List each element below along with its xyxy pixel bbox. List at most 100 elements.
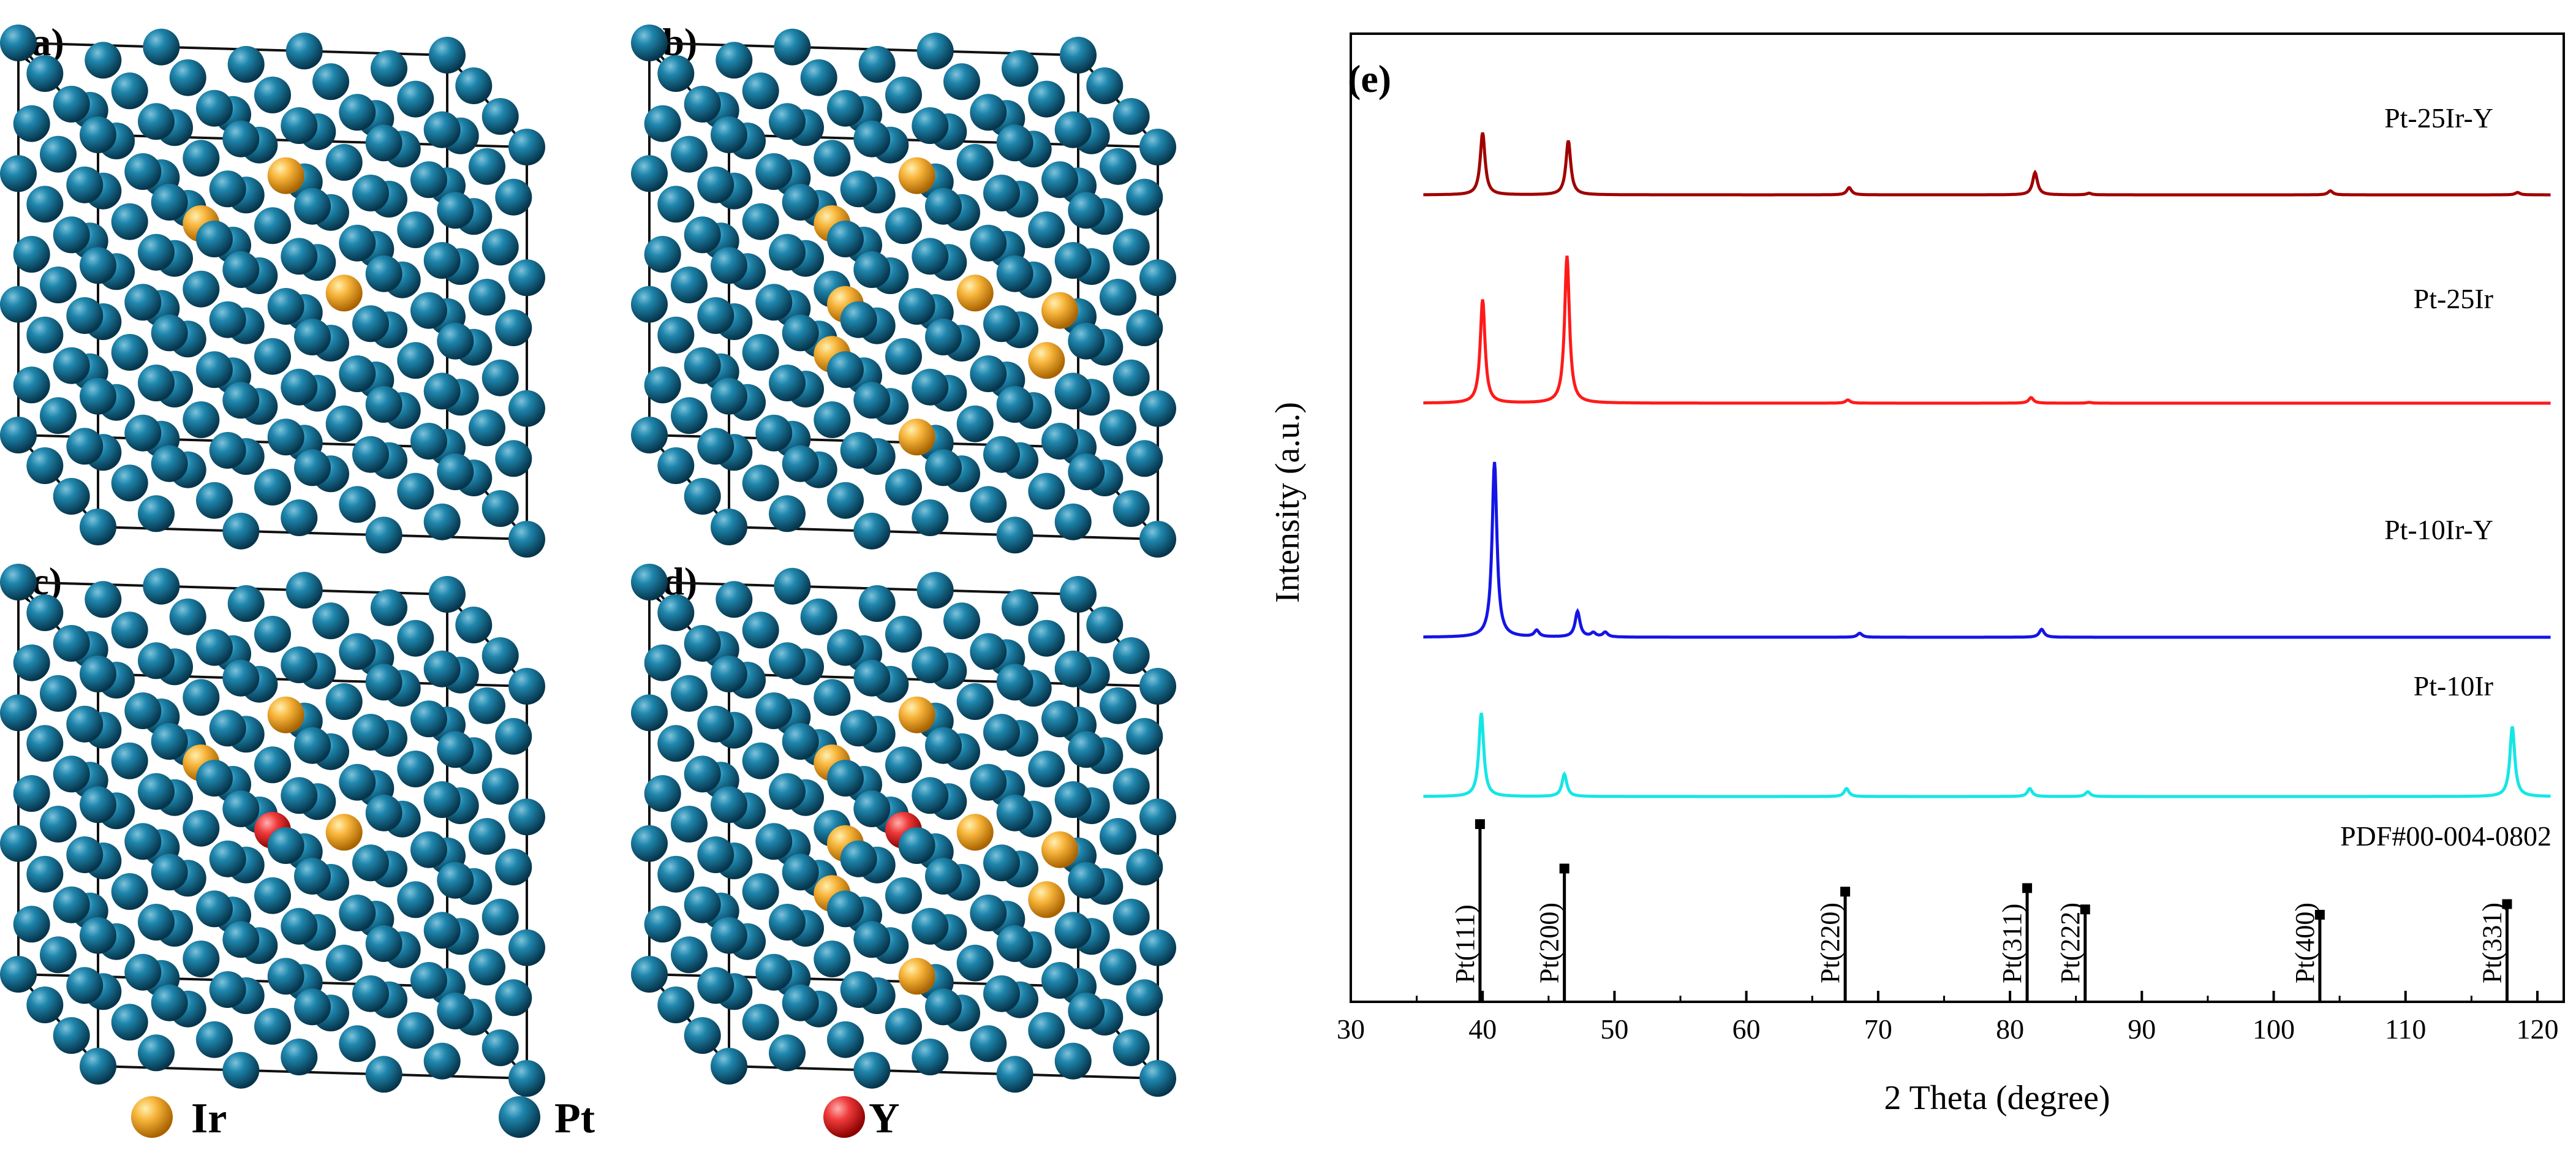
ir-atom [325, 275, 363, 312]
reference-line: Pt(331) [2477, 899, 2512, 1002]
pt-atom [970, 224, 1007, 262]
pt-atom [111, 464, 148, 502]
pt-atom [840, 840, 877, 877]
pt-atom [151, 854, 188, 891]
pt-atom [853, 382, 891, 419]
pt-atom [885, 877, 922, 914]
pt-atom [1126, 440, 1163, 477]
pt-atom [325, 683, 363, 720]
pt-atom [711, 247, 747, 284]
pt-atom [631, 417, 668, 453]
pt-atom [111, 873, 148, 910]
pt-atom [495, 440, 532, 477]
reference-marker [2502, 899, 2512, 909]
series-pt-10ir: Pt-10Ir [1423, 670, 2551, 798]
pt-atom [183, 401, 220, 438]
pt-atom [970, 895, 1007, 931]
pt-atom [697, 428, 735, 465]
crystal-structures: (a) (b)(c) (d) Ir Pt Y [0, 20, 1176, 1142]
x-tick-label: 90 [2128, 1013, 2156, 1045]
pt-atom [469, 818, 505, 855]
pt-atom [312, 602, 349, 640]
pt-atom [1139, 798, 1176, 836]
pt-atom [742, 72, 779, 110]
pt-atom [397, 1012, 434, 1049]
pt-atom [339, 895, 376, 931]
pt-atom [1100, 949, 1136, 986]
pt-atom [684, 755, 721, 793]
pt-atom [138, 1034, 175, 1072]
pt-atom [66, 428, 104, 465]
x-tick-label: 110 [2385, 1013, 2426, 1045]
pt-atom [40, 936, 77, 974]
pt-atom [397, 342, 434, 379]
pt-atom [827, 89, 864, 127]
pt-atom [209, 710, 246, 747]
pt-atom [671, 675, 708, 712]
pt-atom [657, 594, 695, 631]
reference-marker [1840, 887, 1851, 897]
pt-atom [1060, 37, 1097, 74]
pt-atom [80, 247, 116, 284]
pt-atom [325, 144, 363, 181]
ir-atom [898, 418, 935, 456]
pt-atom [996, 517, 1033, 554]
pt-atom [970, 355, 1007, 392]
pt-atom [827, 351, 864, 388]
pt-atom [138, 103, 175, 140]
ir-atom [267, 696, 304, 733]
ir-atom [898, 696, 935, 733]
pt-atom [644, 644, 681, 681]
pt-atom [1054, 781, 1092, 818]
series-label: Pt-10Ir-Y [2384, 514, 2493, 545]
pt-atom [429, 37, 466, 74]
pt-atom [769, 233, 806, 271]
x-tick-label: 120 [2516, 1013, 2558, 1045]
pt-atom [0, 564, 37, 600]
pt-atom [469, 949, 505, 986]
pt-atom [1060, 576, 1097, 613]
pt-atom [397, 211, 434, 248]
pt-atom [769, 495, 806, 532]
pt-atom [1112, 898, 1150, 936]
pt-atom [482, 98, 519, 135]
pt-atom [285, 572, 323, 609]
pt-atom [1126, 979, 1163, 1017]
pt-atom [169, 59, 206, 96]
pt-atom [769, 365, 806, 401]
pt-atom [339, 94, 376, 131]
pt-atom [508, 259, 545, 297]
pt-atom [0, 155, 37, 192]
pt-atom [0, 25, 37, 61]
pt-atom [742, 742, 779, 779]
pt-atom [508, 668, 545, 705]
pt-atom [644, 906, 681, 943]
series-pt-25ir-y: Pt-25Ir-Y [1423, 102, 2551, 197]
pt-atom [80, 656, 116, 692]
pt-atom [124, 153, 162, 190]
pt-atom [769, 1034, 806, 1072]
pt-atom [800, 598, 837, 635]
pt-atom [482, 898, 519, 936]
pt-atom [111, 612, 148, 649]
pt-atom [631, 25, 668, 61]
pt-atom [983, 714, 1020, 751]
pt-atom [13, 236, 50, 273]
pt-atom [222, 382, 260, 419]
pt-atom [684, 625, 721, 662]
pt-atom [970, 633, 1007, 670]
pt-atom [294, 187, 331, 225]
pt-atom [769, 642, 806, 680]
pt-atom [755, 823, 793, 860]
pt-atom [26, 186, 64, 223]
pt-atom [1068, 993, 1105, 1029]
xrd-series: Pt-25Ir-Y Pt-25Ir Pt-10Ir-Y Pt-10Ir [1423, 102, 2551, 798]
legend-label-y: Y [869, 1095, 900, 1142]
pt-atom [469, 687, 505, 724]
pt-atom [885, 207, 922, 244]
pt-atom [365, 664, 402, 701]
pt-atom [755, 692, 793, 729]
pt-atom [853, 1051, 891, 1089]
ir-atom [1041, 292, 1078, 329]
pt-atom [827, 890, 864, 928]
